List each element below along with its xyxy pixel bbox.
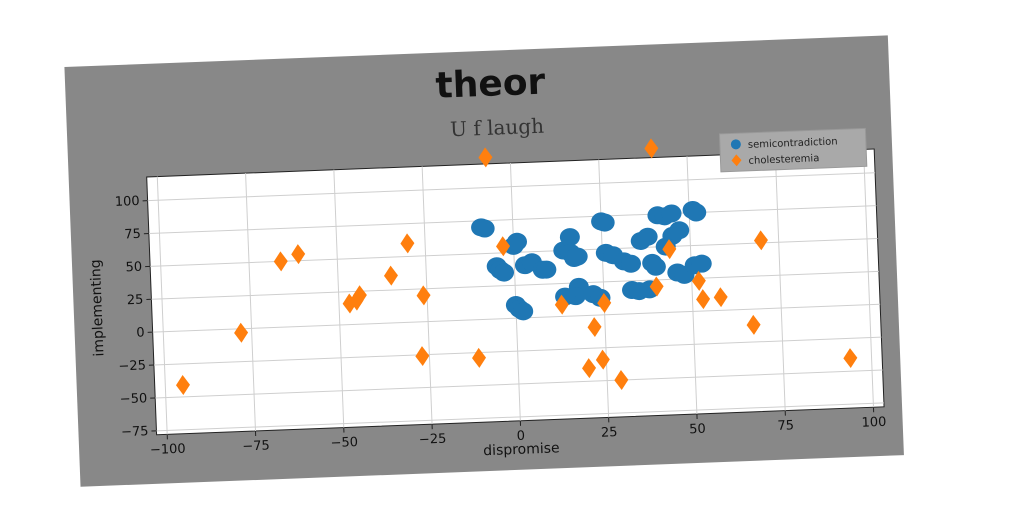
x-axis-label: dispromise [483, 440, 560, 459]
y-tick-label: 50 [125, 260, 142, 276]
chart-subtitle: U f laugh [450, 114, 545, 142]
legend: semicontradiction cholesteremia [719, 128, 866, 172]
y-tick-label: 0 [136, 325, 145, 340]
legend-box [719, 128, 866, 172]
x-tick-label: 25 [601, 425, 618, 441]
x-tick-label: 100 [861, 415, 886, 431]
y-tick-label: 25 [127, 293, 144, 309]
x-tick-label: −100 [150, 442, 186, 458]
y-tick-label: −25 [118, 358, 146, 374]
chart-title: theor [435, 62, 546, 107]
x-tick-label: 50 [689, 422, 706, 438]
x-tick-label: −50 [330, 435, 358, 451]
x-tick-label: 75 [777, 418, 794, 434]
x-tick-label: −75 [242, 438, 270, 454]
y-tick-label: −50 [120, 391, 148, 407]
y-tick-label: −75 [121, 424, 149, 440]
x-tick-label: −25 [419, 432, 447, 448]
y-tick-label: 100 [115, 194, 140, 210]
y-tick-label: 75 [124, 227, 141, 243]
